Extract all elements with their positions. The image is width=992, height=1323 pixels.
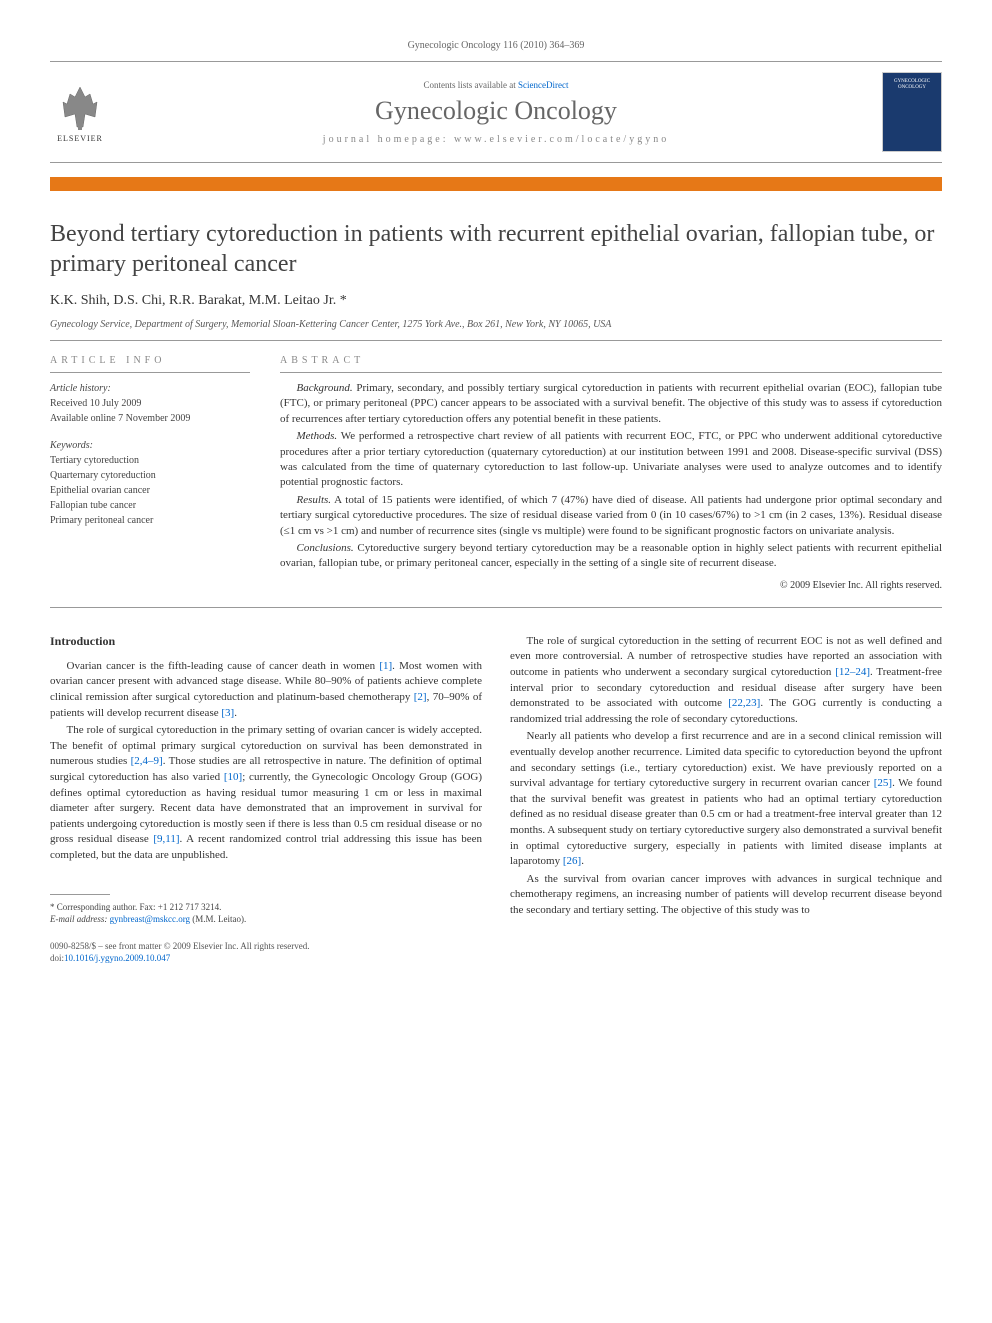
text-run: As the survival from ovarian cancer impr… xyxy=(510,873,942,916)
journal-homepage: journal homepage: www.elsevier.com/locat… xyxy=(110,134,882,145)
article-history: Article history: Received 10 July 2009 A… xyxy=(50,381,250,426)
corresponding-footnote: * Corresponding author. Fax: +1 212 717 … xyxy=(50,901,482,926)
email-attribution: (M.M. Leitao). xyxy=(190,914,246,924)
accent-bar xyxy=(50,177,942,191)
email-label: E-mail address: xyxy=(50,914,110,924)
keyword: Primary peritoneal cancer xyxy=(50,513,250,528)
introduction-heading: Introduction xyxy=(50,634,482,649)
corresponding-star: * xyxy=(340,293,347,308)
conclusions-label: Conclusions. xyxy=(297,542,354,554)
received-date: Received 10 July 2009 xyxy=(50,396,250,411)
results-label: Results. xyxy=(297,494,332,506)
homepage-url: www.elsevier.com/locate/ygyno xyxy=(454,134,669,145)
email-link[interactable]: gynbreast@mskcc.org xyxy=(110,914,190,924)
citation-link[interactable]: [22,23] xyxy=(728,697,760,709)
methods-text: We performed a retrospective chart revie… xyxy=(280,430,942,488)
keywords-label: Keywords: xyxy=(50,438,250,453)
methods-label: Methods. xyxy=(297,430,338,442)
affiliation: Gynecology Service, Department of Surger… xyxy=(50,319,942,341)
footnote-rule xyxy=(50,894,110,895)
contents-available: Contents lists available at ScienceDirec… xyxy=(110,80,882,90)
copyright-line: © 2009 Elsevier Inc. All rights reserved… xyxy=(280,580,942,591)
abstract: ABSTRACT Background. Primary, secondary,… xyxy=(280,355,942,591)
citation-link[interactable]: [1] xyxy=(379,660,392,672)
abstract-background: Background. Primary, secondary, and poss… xyxy=(280,381,942,427)
front-matter-text: 0090-8258/$ – see front matter © 2009 El… xyxy=(50,940,482,953)
abstract-heading: ABSTRACT xyxy=(280,355,942,373)
corresponding-text: * Corresponding author. Fax: +1 212 717 … xyxy=(50,901,482,914)
authors-text: K.K. Shih, D.S. Chi, R.R. Barakat, M.M. … xyxy=(50,293,340,308)
article-title: Beyond tertiary cytoreduction in patient… xyxy=(50,219,942,279)
article-info-heading: ARTICLE INFO xyxy=(50,355,250,373)
online-date: Available online 7 November 2009 xyxy=(50,411,250,426)
front-matter-meta: 0090-8258/$ – see front matter © 2009 El… xyxy=(50,940,482,965)
background-text: Primary, secondary, and possibly tertiar… xyxy=(280,382,942,425)
text-run: Ovarian cancer is the fifth-leading caus… xyxy=(67,660,380,672)
conclusions-text: Cytoreductive surgery beyond tertiary cy… xyxy=(280,542,942,569)
citation-link[interactable]: [10] xyxy=(224,771,242,783)
text-run: . We found that the survival benefit was… xyxy=(510,777,942,867)
citation-link[interactable]: [9,11] xyxy=(153,833,179,845)
citation-link[interactable]: [25] xyxy=(874,777,892,789)
journal-cover-thumbnail: GYNECOLOGIC ONCOLOGY xyxy=(882,72,942,152)
text-run: . xyxy=(234,707,237,719)
contents-prefix: Contents lists available at xyxy=(424,80,518,90)
tree-icon xyxy=(55,82,105,132)
sciencedirect-link[interactable]: ScienceDirect xyxy=(518,80,568,90)
publisher-name: ELSEVIER xyxy=(57,134,103,143)
abstract-methods: Methods. We performed a retrospective ch… xyxy=(280,429,942,491)
running-citation: Gynecologic Oncology 116 (2010) 364–369 xyxy=(50,40,942,51)
body-paragraph: Ovarian cancer is the fifth-leading caus… xyxy=(50,659,482,721)
article-body: Introduction Ovarian cancer is the fifth… xyxy=(50,634,942,965)
text-run: . xyxy=(581,855,584,867)
left-column: Introduction Ovarian cancer is the fifth… xyxy=(50,634,482,965)
doi-label: doi: xyxy=(50,953,64,963)
homepage-prefix: journal homepage: xyxy=(323,134,454,145)
keyword: Tertiary cytoreduction xyxy=(50,453,250,468)
article-info-sidebar: ARTICLE INFO Article history: Received 1… xyxy=(50,355,250,591)
journal-header: ELSEVIER Contents lists available at Sci… xyxy=(50,61,942,163)
results-text: A total of 15 patients were identified, … xyxy=(280,494,942,537)
abstract-conclusions: Conclusions. Cytoreductive surgery beyon… xyxy=(280,541,942,572)
keyword: Quarternary cytoreduction xyxy=(50,468,250,483)
keyword: Epithelial ovarian cancer xyxy=(50,483,250,498)
keywords-block: Keywords: Tertiary cytoreduction Quarter… xyxy=(50,438,250,528)
right-column: The role of surgical cytoreduction in th… xyxy=(510,634,942,965)
elsevier-logo: ELSEVIER xyxy=(50,77,110,147)
body-paragraph: As the survival from ovarian cancer impr… xyxy=(510,872,942,919)
body-paragraph: Nearly all patients who develop a first … xyxy=(510,729,942,869)
cover-label: GYNECOLOGIC ONCOLOGY xyxy=(883,79,941,90)
history-label: Article history: xyxy=(50,381,250,396)
body-paragraph: The role of surgical cytoreduction in th… xyxy=(50,723,482,863)
journal-title: Gynecologic Oncology xyxy=(110,96,882,126)
body-paragraph: The role of surgical cytoreduction in th… xyxy=(510,634,942,728)
background-label: Background. xyxy=(297,382,353,394)
keywords-list: Tertiary cytoreduction Quarternary cytor… xyxy=(50,453,250,528)
author-list: K.K. Shih, D.S. Chi, R.R. Barakat, M.M. … xyxy=(50,293,942,309)
citation-link[interactable]: [2,4–9] xyxy=(131,755,163,767)
citation-link[interactable]: [26] xyxy=(563,855,581,867)
citation-link[interactable]: [3] xyxy=(221,707,234,719)
keyword: Fallopian tube cancer xyxy=(50,498,250,513)
citation-link[interactable]: [12–24] xyxy=(835,666,870,678)
citation-link[interactable]: [2] xyxy=(414,691,427,703)
doi-link[interactable]: 10.1016/j.ygyno.2009.10.047 xyxy=(64,953,170,963)
abstract-results: Results. A total of 15 patients were ide… xyxy=(280,493,942,539)
